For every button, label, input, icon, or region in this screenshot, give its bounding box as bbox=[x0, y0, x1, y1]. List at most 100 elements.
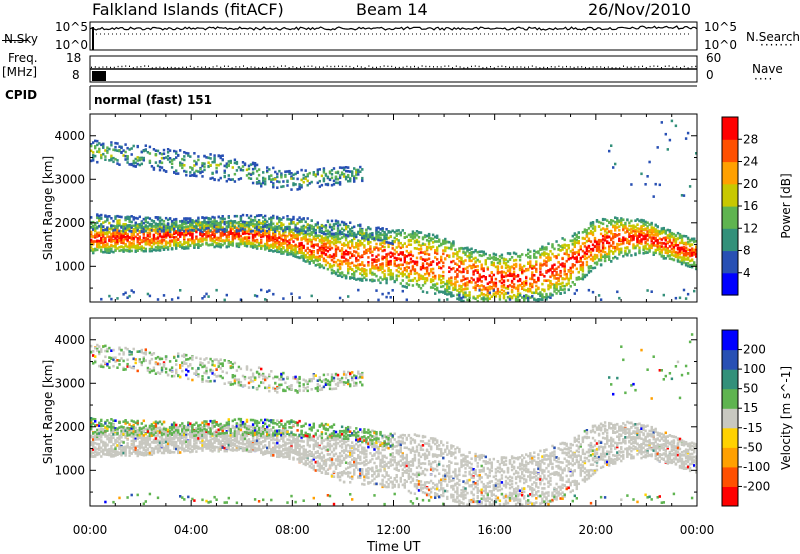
power-cell bbox=[506, 296, 510, 299]
power-cell bbox=[152, 237, 156, 240]
power-cell bbox=[274, 249, 277, 253]
power-cell bbox=[595, 249, 599, 252]
power-cell bbox=[108, 245, 111, 249]
power-cell bbox=[168, 160, 172, 164]
power-cell bbox=[191, 241, 194, 245]
power-cell bbox=[175, 235, 178, 239]
power-cell bbox=[306, 229, 309, 232]
power-cell bbox=[466, 294, 469, 297]
power-cell bbox=[492, 255, 495, 259]
power-cell bbox=[235, 162, 239, 165]
power-cell bbox=[247, 176, 251, 180]
power-cell bbox=[217, 236, 220, 240]
power-cell bbox=[488, 281, 491, 284]
power-cell bbox=[98, 224, 101, 228]
power-cell bbox=[326, 267, 330, 271]
power-cell bbox=[251, 219, 255, 222]
power-cell bbox=[328, 223, 332, 227]
power-cell bbox=[126, 296, 129, 299]
power-cell bbox=[92, 249, 95, 253]
power-cell bbox=[444, 239, 447, 243]
power-cell bbox=[262, 221, 265, 225]
power-cell bbox=[280, 227, 283, 230]
power-cell bbox=[618, 219, 621, 222]
power-cell bbox=[207, 231, 210, 235]
power-cell bbox=[500, 256, 504, 260]
power-cell bbox=[557, 243, 560, 247]
power-cell bbox=[545, 248, 548, 251]
power-cell bbox=[304, 220, 307, 224]
power-cell bbox=[150, 219, 154, 222]
power-cell bbox=[411, 254, 415, 258]
power-cell bbox=[94, 139, 97, 143]
power-cell bbox=[290, 252, 293, 256]
power-cell bbox=[589, 266, 593, 270]
power-cell bbox=[104, 240, 107, 244]
power-cell bbox=[525, 281, 528, 285]
power-cell bbox=[247, 216, 251, 220]
power-cell bbox=[468, 259, 471, 263]
power-cell bbox=[104, 232, 107, 236]
power-cell bbox=[314, 173, 317, 176]
power-cell bbox=[144, 247, 147, 251]
power-cell bbox=[601, 250, 605, 253]
power-cell bbox=[553, 274, 556, 278]
power-cell bbox=[310, 230, 313, 234]
power-cell bbox=[312, 225, 315, 229]
power-cell bbox=[630, 224, 633, 228]
power-cell bbox=[310, 224, 313, 228]
power-cell bbox=[355, 233, 358, 237]
power-cell bbox=[328, 171, 332, 175]
power-cell bbox=[587, 265, 591, 268]
power-cell bbox=[351, 241, 354, 244]
power-cell bbox=[533, 278, 536, 282]
power-cell bbox=[270, 236, 273, 239]
power-cell bbox=[316, 251, 319, 255]
power-cell bbox=[405, 261, 408, 264]
power-cell bbox=[96, 160, 99, 164]
power-cell bbox=[492, 273, 495, 277]
power-cell bbox=[547, 295, 550, 299]
power-cell bbox=[160, 238, 164, 242]
power-cell bbox=[116, 247, 119, 250]
power-cell bbox=[458, 265, 461, 268]
power-cell bbox=[312, 235, 315, 239]
nave-tick-top: 60 bbox=[706, 51, 722, 65]
power-cell bbox=[292, 215, 295, 219]
power-cell bbox=[148, 145, 152, 149]
power-cell bbox=[179, 241, 182, 244]
power-cell bbox=[344, 249, 348, 253]
power-cell bbox=[294, 253, 297, 256]
power-cell bbox=[225, 239, 228, 242]
power-cell bbox=[272, 236, 275, 239]
power-cell bbox=[338, 231, 342, 234]
power-cell bbox=[170, 247, 174, 251]
power-cell bbox=[318, 229, 321, 233]
power-cell bbox=[92, 220, 95, 224]
power-cell bbox=[363, 268, 366, 271]
power-cell bbox=[104, 214, 107, 217]
power-cell bbox=[100, 223, 103, 226]
power-cell bbox=[320, 238, 324, 242]
power-cell bbox=[112, 156, 115, 160]
power-cell bbox=[173, 243, 176, 247]
power-cell bbox=[114, 148, 117, 152]
power-cell bbox=[213, 218, 216, 222]
power-cell bbox=[553, 290, 556, 293]
power-cell bbox=[247, 167, 251, 171]
power-cell bbox=[462, 299, 465, 303]
power-cell bbox=[427, 246, 431, 249]
power-cell bbox=[361, 242, 364, 246]
power-cell bbox=[403, 260, 406, 264]
power-cell bbox=[355, 245, 358, 249]
power-cell bbox=[593, 229, 597, 232]
power-cell bbox=[306, 226, 309, 230]
power-cell bbox=[608, 245, 611, 248]
power-cell bbox=[235, 227, 239, 231]
power-cell bbox=[322, 171, 326, 174]
power-cell bbox=[565, 248, 568, 252]
power-cell bbox=[342, 223, 346, 227]
power-cell bbox=[567, 253, 570, 257]
power-cell bbox=[599, 232, 603, 236]
power-cell bbox=[114, 225, 117, 228]
